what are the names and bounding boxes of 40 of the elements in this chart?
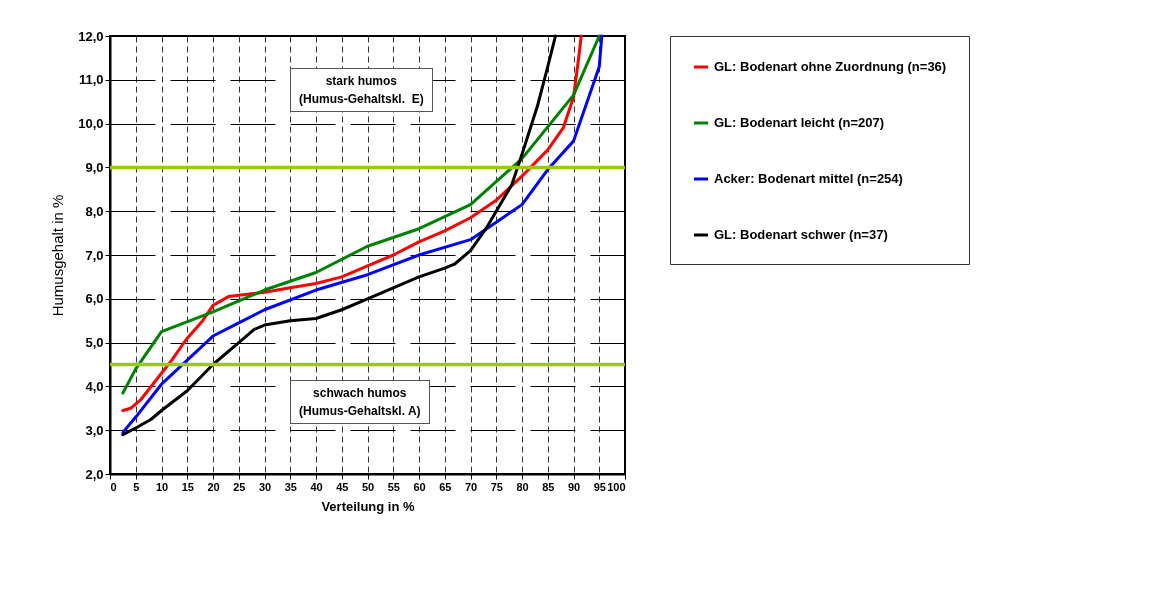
- y-tick-label: 9,0: [85, 159, 104, 175]
- x-tick-label: 30: [258, 480, 272, 493]
- x-tick-label: 50: [361, 480, 375, 493]
- legend-label: GL: Bodenart ohne Zuordnung (n=36): [714, 59, 947, 74]
- y-tick-label: 2,0: [85, 466, 104, 482]
- x-tick-label: 20: [207, 480, 220, 493]
- annotation: schwach humos (Humus-Gehaltskl. A): [290, 380, 430, 424]
- legend-label: GL: Bodenart schwer (n=37): [714, 227, 888, 242]
- y-tick-label: 8,0: [85, 203, 104, 219]
- legend-label: GL: Bodenart leicht (n=207): [714, 115, 885, 130]
- x-tick-label: 5: [133, 480, 140, 493]
- y-tick-label: 4,0: [85, 378, 104, 394]
- y-tick-label: 10,0: [78, 116, 104, 132]
- y-tick-label: 12,0: [78, 28, 104, 44]
- x-tick-label: 0: [110, 480, 117, 493]
- x-tick-label: 40: [310, 480, 323, 493]
- y-tick-label: 7,0: [85, 247, 104, 263]
- x-tick-label: 70: [464, 480, 478, 493]
- x-tick-label: 55: [387, 480, 400, 493]
- x-tick-label: 65: [439, 480, 452, 493]
- x-tick-label: 25: [233, 480, 246, 493]
- x-tick-label: 85: [542, 480, 555, 493]
- x-tick-label: 100: [607, 480, 626, 493]
- x-tick-label: 75: [490, 480, 503, 493]
- x-tick-label: 60: [413, 480, 426, 493]
- y-tick-label: 3,0: [85, 422, 104, 438]
- x-tick-label: 45: [336, 480, 349, 493]
- x-tick-label: 35: [284, 480, 297, 493]
- y-tick-label: 6,0: [85, 291, 104, 307]
- annotation: stark humos (Humus-Gehaltskl. E): [290, 68, 433, 112]
- y-tick-label: 5,0: [85, 335, 104, 351]
- x-tick-label: 90: [567, 480, 581, 493]
- x-tick-label: 80: [516, 480, 529, 493]
- x-tick-label: 10: [155, 480, 169, 493]
- legend-label: Acker: Bodenart mittel (n=254): [714, 171, 903, 186]
- y-axis-title: Humusgehalt in %: [49, 194, 67, 317]
- x-tick-label: 15: [181, 480, 194, 493]
- y-tick-label: 11,0: [78, 72, 104, 88]
- x-axis-title: Verteilung in %: [321, 498, 416, 514]
- x-tick-label: 95: [593, 480, 606, 493]
